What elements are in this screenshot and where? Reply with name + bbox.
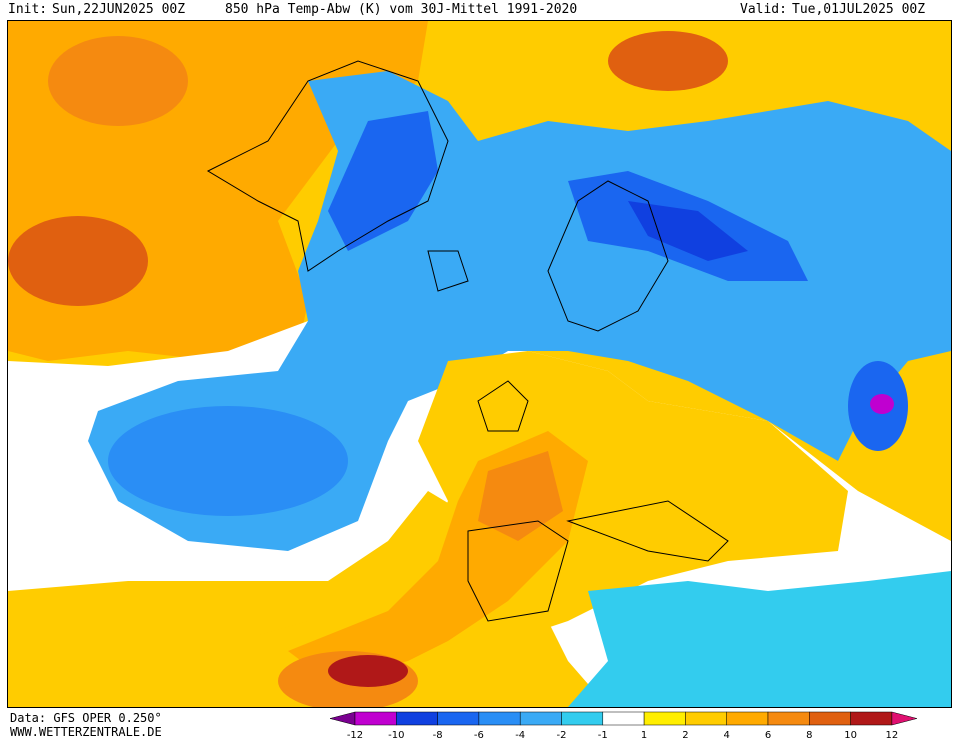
legend-swatch xyxy=(561,711,604,726)
anomaly-canada-hot xyxy=(8,216,148,306)
anomaly-scandinavia-coldest xyxy=(628,201,748,261)
legend-swatch xyxy=(767,711,810,726)
website-label: WWW.WETTERZENTRALE.DE xyxy=(10,725,162,739)
legend-tick-label: -2 xyxy=(557,730,567,741)
legend-tick-label: 1 xyxy=(641,730,647,741)
anomaly-north-africa-cool xyxy=(568,571,951,707)
legend-swatch xyxy=(643,711,686,726)
color-legend: -12 -10 -8 -6 -4 -2 -1 1 2 4 6 8 10 12 xyxy=(329,711,959,741)
init-value: Sun,22JUN2025 00Z xyxy=(52,2,186,17)
map-title: 850 hPa Temp-Abw (K) vom 30J-Mittel 1991… xyxy=(225,2,578,17)
anomaly-greenland-colder xyxy=(328,111,438,251)
legend-swatch xyxy=(726,711,769,726)
legend-tick-label: -6 xyxy=(474,730,484,741)
legend-swatch xyxy=(396,711,438,726)
legend-swatch xyxy=(891,711,918,726)
legend-swatch xyxy=(329,711,356,726)
legend-tick-label: -12 xyxy=(347,730,363,741)
legend-swatch xyxy=(478,711,521,726)
legend-swatch xyxy=(354,711,397,726)
temperature-anomaly-map xyxy=(7,20,952,711)
legend-tick-label: -1 xyxy=(598,730,608,741)
anomaly-atlantic-colder xyxy=(108,406,348,516)
legend-tick-label: -8 xyxy=(433,730,443,741)
valid-label: Valid: xyxy=(740,2,787,17)
legend-swatch xyxy=(602,711,645,726)
legend-tick-label: 10 xyxy=(844,730,857,741)
data-source-label: Data: GFS OPER 0.250° xyxy=(10,711,162,725)
legend-swatch xyxy=(850,711,893,726)
init-label: Init: xyxy=(8,2,48,17)
legend-tick-label: -4 xyxy=(515,730,525,741)
anomaly-atlantic-hottest xyxy=(328,655,408,687)
legend-tick-label: 8 xyxy=(806,730,812,741)
legend-tick-label: -10 xyxy=(388,730,404,741)
anomaly-arctic-warm xyxy=(48,36,188,126)
legend-swatch xyxy=(685,711,727,726)
legend-tick-label: 4 xyxy=(724,730,730,741)
legend-tick-label: 2 xyxy=(682,730,688,741)
coastlines xyxy=(206,60,729,622)
legend-tick-label: 12 xyxy=(886,730,899,741)
legend-swatch xyxy=(519,711,562,726)
map-header: Init: Sun,22JUN2025 00Z 850 hPa Temp-Abw… xyxy=(0,0,959,20)
anomaly-france-hot xyxy=(478,451,563,541)
legend-ticks: -12 -10 -8 -6 -4 -2 -1 1 2 4 6 8 10 12 xyxy=(347,730,898,741)
valid-value: Tue,01JUL2025 00Z xyxy=(792,2,926,17)
anomaly-black-sea-coldest xyxy=(870,394,894,414)
legend-tick-label: 6 xyxy=(765,730,771,741)
legend-swatch xyxy=(809,711,851,726)
legend-swatch xyxy=(437,711,480,726)
anomaly-barents-hot xyxy=(608,31,728,91)
legend-swatches xyxy=(329,711,918,726)
